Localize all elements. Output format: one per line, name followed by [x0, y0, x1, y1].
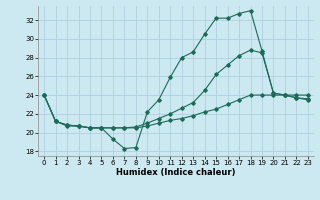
X-axis label: Humidex (Indice chaleur): Humidex (Indice chaleur) [116, 168, 236, 177]
